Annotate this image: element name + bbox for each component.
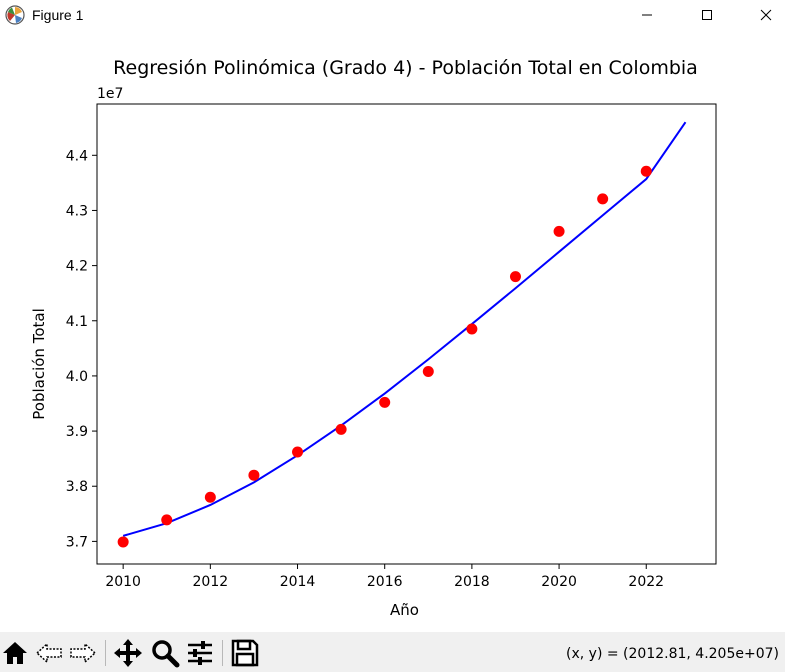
x-tick-label: 2012 [193,574,229,590]
axes-frame [96,103,717,565]
x-tick-label: 2018 [454,574,490,590]
y-offset-label: 1e7 [97,86,123,102]
y-tick-label: 3.7 [66,534,88,550]
save-button[interactable] [230,638,260,668]
data-point [248,469,260,481]
data-point [466,323,478,335]
data-point [335,423,347,435]
pan-button[interactable] [113,638,143,668]
y-tick-label: 4.3 [66,203,88,219]
window-title: Figure 1 [32,7,84,23]
navigation-toolbar: (x, y) = (2012.81, 4.205e+07) [0,632,785,672]
y-tick-label: 4.0 [66,369,88,385]
data-point [292,446,304,458]
figure-canvas[interactable]: 2010 2012 2014 2016 2018 2020 2022 3.7 3.8 3.9 4.0… [0,30,785,632]
cursor-coordinates: (x, y) = (2012.81, 4.205e+07) [566,646,779,662]
y-tick-label: 4.2 [66,259,88,275]
data-point [117,536,129,548]
zoom-button[interactable] [150,638,180,668]
forward-arrow-icon [70,642,97,664]
magnifier-icon [152,640,180,668]
data-point [422,366,434,378]
data-point [553,225,565,237]
close-button[interactable] [743,0,785,30]
x-axis-label: Año [390,601,419,619]
data-point [204,491,216,503]
data-point [640,165,652,177]
x-tick-label: 2016 [367,574,403,590]
maximize-button[interactable] [684,0,730,30]
matplotlib-app-icon [4,4,26,26]
data-point [161,514,173,526]
close-icon [760,9,772,21]
y-tick-label: 4.1 [66,314,88,330]
sliders-icon [188,641,212,665]
x-tick-label: 2020 [541,574,577,590]
chart-svg: 2010 2012 2014 2016 2018 2020 2022 3.7 3.8 3.9 4.0… [30,57,717,619]
home-button[interactable] [0,638,30,668]
minimize-button[interactable] [624,0,670,30]
y-axis-label: Población Total [30,308,48,419]
data-point [379,396,391,408]
x-tick-label: 2010 [105,574,141,590]
floppy-disk-icon [231,639,259,667]
x-tick-label: 2014 [280,574,316,590]
forward-button[interactable] [68,638,98,668]
y-tick-label: 4.4 [66,148,88,164]
data-point [509,271,521,283]
y-tick-label: 3.9 [66,424,88,440]
minimize-icon [642,14,652,16]
home-icon [3,642,27,664]
data-point [597,193,609,205]
toolbar-separator [222,640,223,666]
configure-subplots-button[interactable] [185,638,215,668]
maximize-icon [702,10,712,20]
back-arrow-icon [35,642,62,664]
regression-curve [122,121,687,537]
y-tick-label: 3.8 [66,479,88,495]
back-button[interactable] [34,638,64,668]
window-titlebar: Figure 1 [0,0,785,30]
move-icon [114,639,142,667]
chart-title: Regresión Polinómica (Grado 4) - Poblaci… [113,57,698,79]
x-tick-label: 2022 [628,574,664,590]
toolbar-separator [105,640,106,666]
